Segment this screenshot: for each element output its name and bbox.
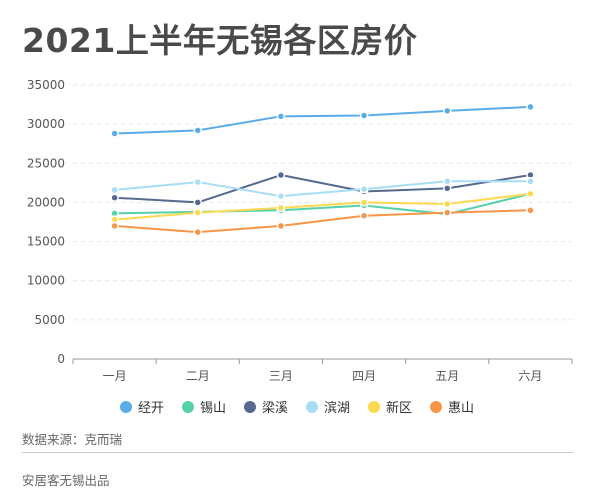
data-point[interactable] — [193, 227, 202, 237]
data-point[interactable] — [359, 211, 369, 220]
x-axis: 一月 二月 三月 四月 五月 六月 — [72, 358, 573, 383]
legend-item[interactable]: 惠山 — [430, 397, 474, 416]
divider — [22, 452, 574, 453]
data-point[interactable] — [359, 111, 369, 120]
legend-label: 惠山 — [448, 401, 475, 416]
legend-label: 经开 — [137, 401, 164, 416]
series-1 — [110, 102, 535, 138]
y-tick-label: 20000 — [27, 195, 65, 209]
data-point[interactable] — [110, 185, 119, 195]
data-point[interactable] — [359, 184, 369, 194]
data-point[interactable] — [193, 177, 202, 187]
data-point[interactable] — [110, 221, 119, 231]
legend-item[interactable]: 梁溪 — [243, 397, 288, 416]
series-line — [114, 180, 531, 198]
data-point[interactable] — [276, 191, 286, 201]
data-point[interactable] — [526, 177, 535, 186]
series-line — [114, 105, 531, 135]
series-line — [114, 192, 531, 221]
data-point[interactable] — [110, 193, 119, 202]
legend-item[interactable]: 新区 — [368, 397, 412, 416]
legend-label: 梁溪 — [261, 401, 288, 416]
series-2 — [110, 189, 535, 219]
x-tick-label: 三月 — [269, 369, 293, 383]
data-point[interactable] — [276, 112, 286, 121]
legend-swatch — [306, 400, 318, 413]
data-point[interactable] — [443, 184, 452, 193]
data-point[interactable] — [443, 199, 452, 209]
data-point[interactable] — [526, 206, 535, 215]
data-source-note: 数据来源：克而瑞 — [22, 432, 123, 447]
legend-label: 滨湖 — [324, 401, 351, 416]
legend-label: 锡山 — [199, 401, 226, 416]
legend-item[interactable]: 滨湖 — [306, 397, 350, 416]
series-line — [114, 174, 531, 204]
data-point[interactable] — [443, 208, 452, 217]
data-point[interactable] — [276, 203, 286, 213]
series-5 — [110, 189, 535, 224]
x-tick-label: 四月 — [352, 369, 376, 383]
legend-item[interactable]: 锡山 — [181, 397, 226, 416]
data-point[interactable] — [359, 198, 369, 207]
x-tick-label: 二月 — [186, 369, 210, 383]
y-tick-label: 10000 — [27, 274, 65, 288]
y-tick-label: 0 — [57, 352, 65, 366]
y-tick-label: 15000 — [27, 235, 65, 249]
y-tick-label: 25000 — [27, 156, 65, 170]
series-line — [114, 209, 531, 234]
data-point[interactable] — [193, 198, 202, 207]
y-tick-label: 35000 — [27, 78, 65, 92]
data-point[interactable] — [526, 189, 535, 199]
legend-swatch — [368, 400, 381, 413]
legend-swatch — [243, 400, 256, 413]
series-line — [114, 192, 531, 216]
data-point[interactable] — [526, 102, 535, 112]
data-point[interactable] — [443, 177, 452, 186]
data-point[interactable] — [193, 126, 202, 135]
legend-item[interactable]: 经开 — [119, 397, 164, 416]
footer-credit: 安居客无锡出品 — [22, 473, 110, 488]
data-point[interactable] — [276, 221, 286, 231]
y-tick-label: 5000 — [34, 313, 65, 327]
legend-swatch — [430, 400, 443, 413]
legend-label: 新区 — [386, 401, 413, 416]
x-tick-label: 一月 — [103, 369, 127, 383]
chart-legend: 经开 锡山 梁溪 滨湖 新区 惠山 — [0, 397, 594, 416]
line-chart: 0 5000 10000 15000 20000 25000 30000 35000 一月 二月… — [27, 78, 573, 383]
y-axis-tick-labels: 0 5000 10000 15000 20000 25000 30000 35000 — [27, 78, 65, 366]
series-4 — [110, 177, 535, 201]
legend-swatch — [181, 400, 194, 413]
data-point[interactable] — [276, 170, 286, 180]
legend-swatch — [119, 400, 132, 413]
grid-lines — [73, 84, 572, 321]
x-tick-label: 六月 — [518, 369, 542, 383]
series-lines — [110, 102, 535, 237]
data-point[interactable] — [110, 129, 119, 138]
data-point[interactable] — [443, 106, 452, 116]
series-6 — [110, 206, 535, 237]
y-tick-label: 30000 — [27, 117, 65, 131]
x-tick-label: 五月 — [435, 369, 459, 383]
data-point[interactable] — [193, 208, 202, 217]
chart-title: 2021上半年无锡各区房价 — [22, 21, 418, 60]
